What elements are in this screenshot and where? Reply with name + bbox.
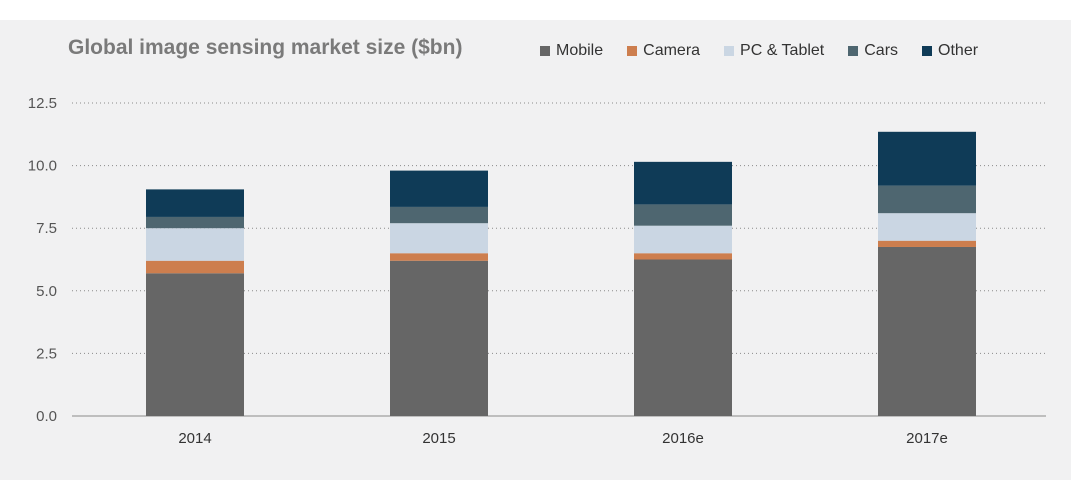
y-tick-label: 12.5 [28,95,57,112]
bar-segment-camera [146,260,244,274]
bar-segment-camera [390,253,488,261]
bar-segment-mobile [146,273,244,416]
y-tick-label: 7.5 [36,220,57,237]
bar-segment-camera [634,253,732,260]
chart-legend: Mobile Camera PC & Tablet Cars Other [540,42,1002,60]
y-tick-label: 10.0 [28,158,57,175]
bar-segment-pc-tablet [390,223,488,254]
x-tick-label: 2017e [906,430,948,447]
legend-item-cars: Cars [848,42,898,60]
x-tick-label: 2015 [422,430,455,447]
legend-label-other: Other [938,42,979,59]
bar-segment-pc-tablet [146,228,244,261]
bar-segment-pc-tablet [878,213,976,241]
legend-label-mobile: Mobile [556,42,604,59]
y-tick-label: 5.0 [36,283,57,300]
bar-segment-mobile [634,259,732,416]
legend-item-pc-tablet: PC & Tablet [724,42,824,60]
bar-segment-other [878,131,976,186]
bar-segment-cars [634,204,732,226]
bar-segment-other [146,189,244,217]
bar-segment-cars [390,206,488,224]
legend-item-camera: Camera [627,42,700,60]
x-tick-label: 2014 [178,430,211,447]
legend-swatch-pc-tablet [724,46,735,56]
bar-segment-mobile [390,260,488,416]
bar-segment-mobile [878,246,976,416]
chart-title: Global image sensing market size ($bn) [68,36,463,59]
legend-swatch-camera [627,46,638,56]
legend-swatch-cars [848,46,859,56]
y-tick-label: 0.0 [36,408,57,425]
legend-swatch-other [922,46,933,56]
bar-segment-other [390,170,488,207]
bar-segment-pc-tablet [634,225,732,254]
legend-item-other: Other [922,42,978,60]
legend-label-camera: Camera [643,42,701,59]
bar-segment-cars [878,185,976,214]
legend-swatch-mobile [540,46,550,56]
x-tick-label: 2016e [662,430,704,447]
legend-label-cars: Cars [864,42,899,59]
bar-segment-cars [146,216,244,229]
y-tick-label: 2.5 [36,345,57,362]
bar-segment-other [634,161,732,205]
bar-segment-camera [878,240,976,247]
legend-label-pc-tablet: PC & Tablet [740,42,825,59]
legend-item-mobile: Mobile [540,42,603,60]
